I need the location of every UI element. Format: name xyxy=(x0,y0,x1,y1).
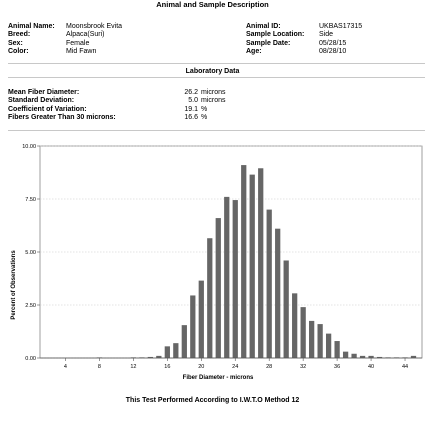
sex-row: Sex: Female xyxy=(8,40,122,48)
mean-fiber-unit: microns xyxy=(201,89,226,96)
x-tick-label: 36 xyxy=(334,364,340,370)
histogram-bar xyxy=(173,343,179,358)
color-label: Color: xyxy=(8,47,29,55)
y-tick-label: 2.50 xyxy=(25,303,36,309)
histogram-bar xyxy=(325,333,332,358)
sample-location-label: Sample Location: xyxy=(246,31,305,39)
breed-label: Breed: xyxy=(8,31,31,39)
mean-fiber-value: 26.2 xyxy=(184,89,198,96)
animal-name-row: Animal Name: Moonsbrook Evita xyxy=(8,23,122,31)
histogram-bar xyxy=(334,341,340,358)
breed-value: Alpaca(Suri) xyxy=(66,31,105,39)
divider-top xyxy=(8,63,425,64)
mean-fiber-row: Mean Fiber Diameter: 26.2 microns xyxy=(8,89,226,97)
histogram-bar xyxy=(309,320,315,358)
histogram-bar xyxy=(249,174,255,358)
x-tick-label: 28 xyxy=(266,364,272,370)
y-tick-label: 5.00 xyxy=(25,250,36,256)
animal-id-label: Animal ID: xyxy=(246,23,281,30)
coef-variation-label: Coefficient of Variation: xyxy=(8,105,87,113)
animal-info-left: Animal Name: Moonsbrook Evita Breed: Alpac… xyxy=(8,23,122,56)
coef-variation-row: Coefficient of Variation: 19.1% xyxy=(8,106,226,114)
histogram-bar xyxy=(190,295,196,358)
fibers-over-30-unit: % xyxy=(201,113,208,121)
animal-info-right: Animal ID: UKBAS17315 Sample Location: Sid… xyxy=(246,23,362,56)
age-row: Age: 08/28/10 xyxy=(246,48,362,56)
histogram-bar xyxy=(156,355,162,358)
age-label: Age: xyxy=(246,47,262,55)
sample-location-row: Sample Location: Side xyxy=(246,31,362,39)
std-dev-label: Standard Deviation: xyxy=(8,97,75,105)
sample-date-label: Sample Date: xyxy=(246,39,291,47)
std-dev-row: Standard Deviation: 5.0 microns xyxy=(8,97,226,105)
histogram-bar xyxy=(359,355,366,358)
sex-label: Sex: xyxy=(8,39,23,47)
color-row: Color: Mid Fawn xyxy=(8,48,122,56)
histogram-bar xyxy=(207,238,213,358)
histogram-bar xyxy=(164,346,170,358)
x-tick-label: 40 xyxy=(368,364,374,370)
age-value: 08/28/10 xyxy=(319,47,347,55)
std-dev-unit: microns xyxy=(201,97,226,105)
std-dev-value: 5.0 xyxy=(188,97,198,105)
y-tick-label: 7.50 xyxy=(25,197,36,203)
animal-id-row: Animal ID: UKBAS17315 xyxy=(246,23,362,31)
histogram-bar xyxy=(275,228,281,358)
divider-lab xyxy=(8,77,425,78)
animal-name-label: Animal Name: xyxy=(8,23,55,30)
y-tick-label: 10.00 xyxy=(22,144,36,150)
fibers-over-30-label: Fibers Greater Than 30 microns: xyxy=(8,113,116,121)
sample-date-row: Sample Date: 05/28/15 xyxy=(246,40,362,48)
sex-value: Female xyxy=(66,39,90,47)
histogram-bar xyxy=(342,351,349,358)
histogram-bar xyxy=(198,280,204,358)
fibers-over-30-value: 16.6 xyxy=(184,113,198,121)
y-axis-title: Percent of Observations xyxy=(11,250,17,320)
lab-data-title: Laboratory Data xyxy=(185,68,240,75)
x-tick-label: 16 xyxy=(164,364,170,370)
histogram-bar xyxy=(215,218,221,358)
histogram-bar xyxy=(232,200,238,358)
lab-data-table: Mean Fiber Diameter: 26.2 microns Standard… xyxy=(8,89,226,122)
x-tick-label: 20 xyxy=(198,364,204,370)
histogram-bar xyxy=(147,356,153,358)
animal-id-value: UKBAS17315 xyxy=(319,23,363,30)
histogram-bar xyxy=(317,324,323,358)
fiber-histogram: Percent of Observations Fiber Diameter -… xyxy=(11,144,423,381)
color-value: Mid Fawn xyxy=(66,47,97,55)
y-tick-label: 0.00 xyxy=(25,356,36,362)
fibers-over-30-row: Fibers Greater Than 30 microns: 16.6% xyxy=(8,114,226,122)
histogram-bar xyxy=(224,196,230,358)
report-title: Animal and Sample Description xyxy=(156,0,269,9)
x-tick-label: 4 xyxy=(64,364,67,370)
x-tick-label: 12 xyxy=(130,364,136,370)
footer-note: This Test Performed According to I.W.T.O… xyxy=(125,397,300,404)
histogram-bar xyxy=(241,165,247,358)
animal-name-value: Moonsbrook Evita xyxy=(66,23,123,30)
breed-row: Breed: Alpaca(Suri) xyxy=(8,31,122,39)
histogram-bar xyxy=(300,307,306,358)
mean-fiber-label: Mean Fiber Diameter: xyxy=(8,89,80,96)
histogram-bar xyxy=(376,356,383,358)
histogram-bar xyxy=(410,355,417,358)
x-tick-label: 44 xyxy=(402,364,408,370)
histogram-bar xyxy=(283,260,289,358)
x-tick-label: 8 xyxy=(98,364,101,370)
histogram-bar xyxy=(351,353,357,358)
histogram-bar xyxy=(258,168,264,358)
sample-location-value: Side xyxy=(319,31,334,39)
x-tick-label: 32 xyxy=(300,364,306,370)
histogram-bar xyxy=(292,293,298,358)
histogram-bar xyxy=(368,355,374,358)
x-axis-title: Fiber Diameter - microns xyxy=(183,375,254,381)
divider-chart xyxy=(8,130,425,131)
coef-variation-unit: % xyxy=(201,105,208,113)
coef-variation-value: 19.1 xyxy=(184,105,198,113)
sample-date-value: 05/28/15 xyxy=(319,39,347,47)
histogram-bar xyxy=(266,209,272,358)
x-tick-label: 24 xyxy=(232,364,238,370)
histogram-bar xyxy=(181,325,187,358)
